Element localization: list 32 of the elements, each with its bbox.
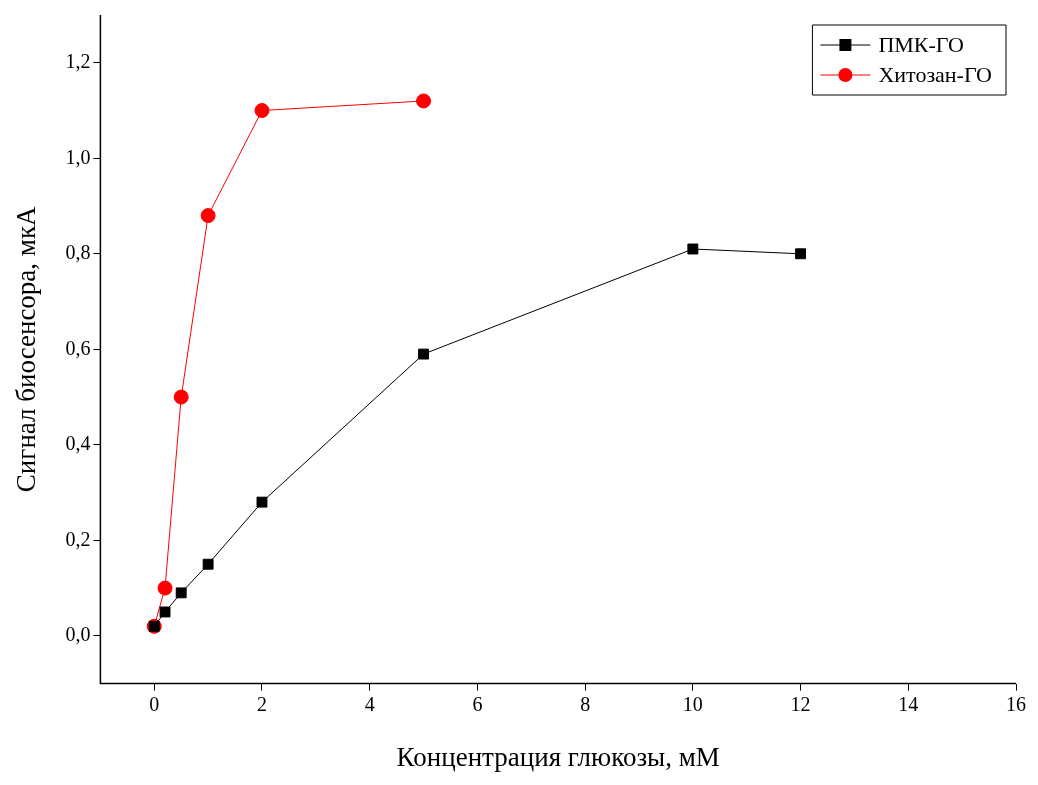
point	[795, 248, 807, 260]
point	[254, 103, 270, 119]
point	[157, 580, 173, 596]
point	[159, 606, 171, 618]
point	[202, 558, 214, 570]
point	[200, 208, 216, 224]
point	[256, 496, 268, 508]
x-tick-label: 2	[256, 692, 267, 715]
x-axis-title: Концентрация глюкозы, мМ	[396, 741, 720, 772]
y-tick-label: 1,0	[65, 145, 91, 168]
x-tick-label: 4	[364, 692, 375, 715]
y-tick-label: 1,2	[65, 50, 91, 73]
y-tick-label: 0,0	[65, 623, 91, 646]
y-tick-label: 0,2	[65, 527, 91, 550]
y-tick-label: 0,6	[65, 336, 91, 359]
y-tick-label: 0,8	[65, 241, 91, 264]
x-tick-label: 6	[472, 692, 483, 715]
x-tick-label: 0	[149, 692, 160, 715]
y-axis-title: Сигнал биосенсора, мкА	[11, 205, 42, 493]
x-tick-label: 12	[790, 692, 811, 715]
x-tick-label: 16	[1006, 692, 1026, 715]
x-tick-label: 14	[898, 692, 919, 715]
legend-label: ПМК-ГО	[878, 31, 964, 57]
legend-label: Хитозан-ГО	[878, 61, 993, 87]
point	[175, 587, 187, 599]
y-tick-label: 0,4	[65, 432, 91, 455]
point	[687, 243, 699, 255]
point	[173, 389, 189, 405]
point	[416, 93, 432, 109]
point	[418, 348, 429, 360]
x-tick-label: 8	[580, 692, 591, 715]
x-tick-label: 10	[682, 692, 703, 715]
